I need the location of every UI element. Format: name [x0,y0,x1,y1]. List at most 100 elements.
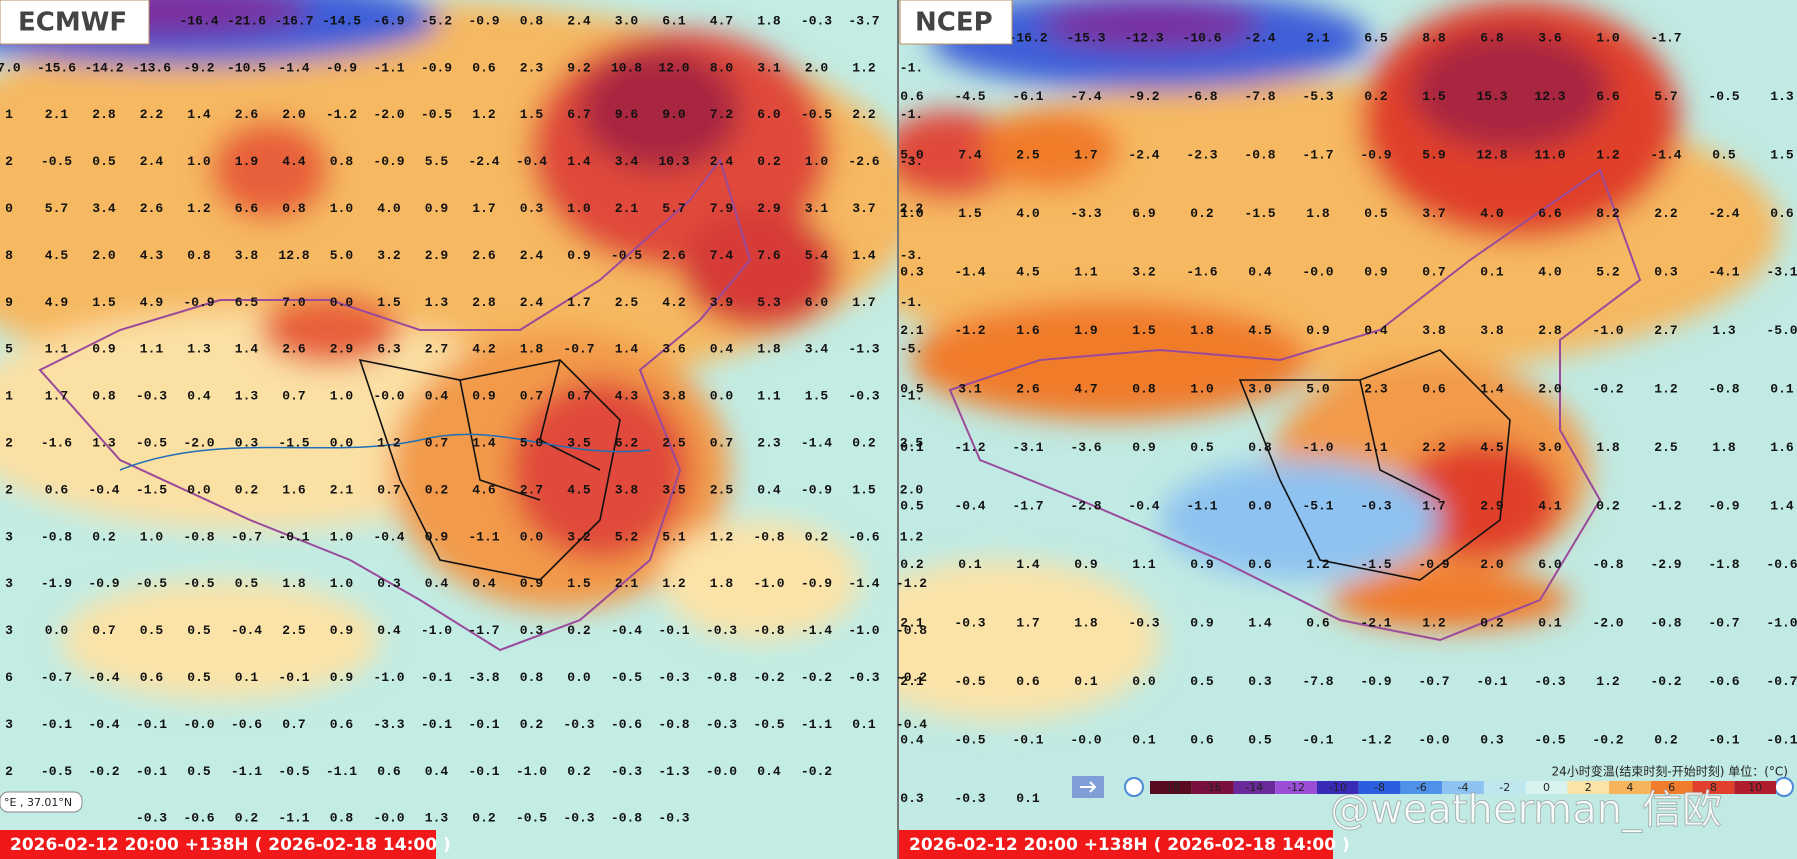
grid-value: 2.0 [92,248,116,263]
grid-value: 0.6 [1770,206,1794,221]
grid-value: -3. [900,248,923,263]
legend-swatch [1275,781,1317,794]
grid-value: 6.0 [757,107,781,122]
grid-value: 1.3 [1712,323,1736,338]
grid-value: 1.0 [330,576,354,591]
grid-value: -0.1 [136,717,167,732]
grid-value: -0.4 [896,717,927,732]
grid-value: 2.9 [757,201,781,216]
grid-value: -0.9 [421,60,452,75]
grid-value: 5.9 [1422,147,1446,162]
grid-value: -1.6 [41,436,72,451]
grid-value: -0.5 [41,154,72,169]
grid-value: -0.5 [954,732,985,747]
legend-tick: -14 [1245,781,1263,794]
grid-value: 0.5 [1364,206,1388,221]
grid-value: -1.0 [1302,440,1333,455]
grid-value: 0.1 [1074,674,1098,689]
grid-value: 0.5 [187,670,211,685]
grid-value: -0.1 [136,764,167,779]
grid-value: 2.3 [757,436,781,451]
grid-value: -12.3 [1124,30,1163,45]
grid-value: -0.8 [753,529,784,544]
grid-value: -10.5 [227,60,266,75]
grid-value: 0.2 [1190,206,1214,221]
legend-tick: -2 [1499,781,1510,794]
grid-value: 2.5 [615,295,639,310]
grid-value: 1.2 [852,60,876,75]
grid-value: 4.0 [1016,206,1040,221]
grid-value: 1.3 [425,295,449,310]
coord-box [0,791,83,813]
grid-value: -0.1 [468,717,499,732]
grid-value: 2.1 [900,674,924,689]
grid-value: 2.1 [615,201,639,216]
grid-value: 0.7 [1422,264,1445,279]
grid-value: -2.6 [848,154,879,169]
grid-value: 0.8 [282,201,306,216]
grid-value: 0.9 [1190,557,1214,572]
grid-value: 6.6 [1596,89,1620,104]
grid-value: 1.2 [1422,615,1446,630]
grid-value: 2.6 [1016,381,1040,396]
legend-tick: 4 [1626,781,1633,794]
grid-value: 0.9 [567,248,591,263]
grid-value: 0.5 [1190,440,1214,455]
timestamp: 2026-02-12 20:00 +138H ( 2026-02-18 14:0… [909,835,1350,855]
grid-value: 2.6 [140,201,164,216]
grid-value: 0.6 [1016,674,1040,689]
grid-value: 0.8 [1132,381,1156,396]
grid-value: 6.2 [615,436,639,451]
grid-value: -0.1 [1766,732,1797,747]
grid-value: -1. [900,389,923,404]
grid-value: 1.0 [187,154,211,169]
grid-value: 4.5 [1016,264,1040,279]
grid-value: 4.9 [140,295,164,310]
grid-value: 3.9 [710,295,734,310]
grid-value: 2.9 [425,248,449,263]
grid-value: -0.3 [1360,498,1391,513]
grid-value: -13.6 [132,60,171,75]
grid-value: 0.2 [1596,498,1620,513]
grid-value: 2.1 [330,482,354,497]
grid-value: -1.5 [278,436,309,451]
grid-value: -5.3 [1302,89,1333,104]
grid-value: 1.8 [1190,323,1214,338]
grid-value: 2.7 [520,482,543,497]
legend-tick: 6 [1668,781,1675,794]
grid-value: -1.7 [1302,147,1333,162]
grid-value: -1.0 [373,670,404,685]
grid-value: -0.0 [1418,732,1449,747]
grid-value: -0.9 [1708,498,1739,513]
grid-value: 0.6 [1306,615,1330,630]
grid-value: 1.5 [852,482,876,497]
grid-value: 0.3 [900,791,924,806]
grid-value: 0.4 [187,389,211,404]
grid-value: -0.8 [1650,615,1681,630]
grid-value: -0.3 [848,389,879,404]
grid-value: -1.0 [1592,323,1623,338]
grid-value: 3.1 [805,201,829,216]
grid-value: -0.2 [801,764,832,779]
grid-value: 3.8 [1422,323,1446,338]
legend-title: 24小时变温(结束时刻-开始时刻) 单位：(°C) [1551,764,1788,779]
grid-value: 7.2 [710,107,734,122]
grid-value: -3.1 [1012,440,1043,455]
grid-value: 2.5 [282,623,306,638]
grid-value: 1.5 [805,389,829,404]
grid-value: 0.7 [377,482,400,497]
grid-value: 1.1 [45,342,69,357]
grid-value: 0.7 [425,436,448,451]
grid-value: -0.7 [1418,674,1449,689]
legend-tick: -6 [1416,781,1427,794]
legend-swatch [1442,781,1484,794]
grid-value: -0.1 [1708,732,1739,747]
grid-value: -0.5 [1708,89,1739,104]
grid-value: -0.2 [88,764,119,779]
grid-value: -0.4 [88,717,119,732]
grid-value: -0.5 [801,107,832,122]
timestamp-bar [899,830,1333,859]
grid-value: -0.5 [136,436,167,451]
grid-value: -7.4 [1070,89,1101,104]
grid-value: 0.1 [900,440,924,455]
